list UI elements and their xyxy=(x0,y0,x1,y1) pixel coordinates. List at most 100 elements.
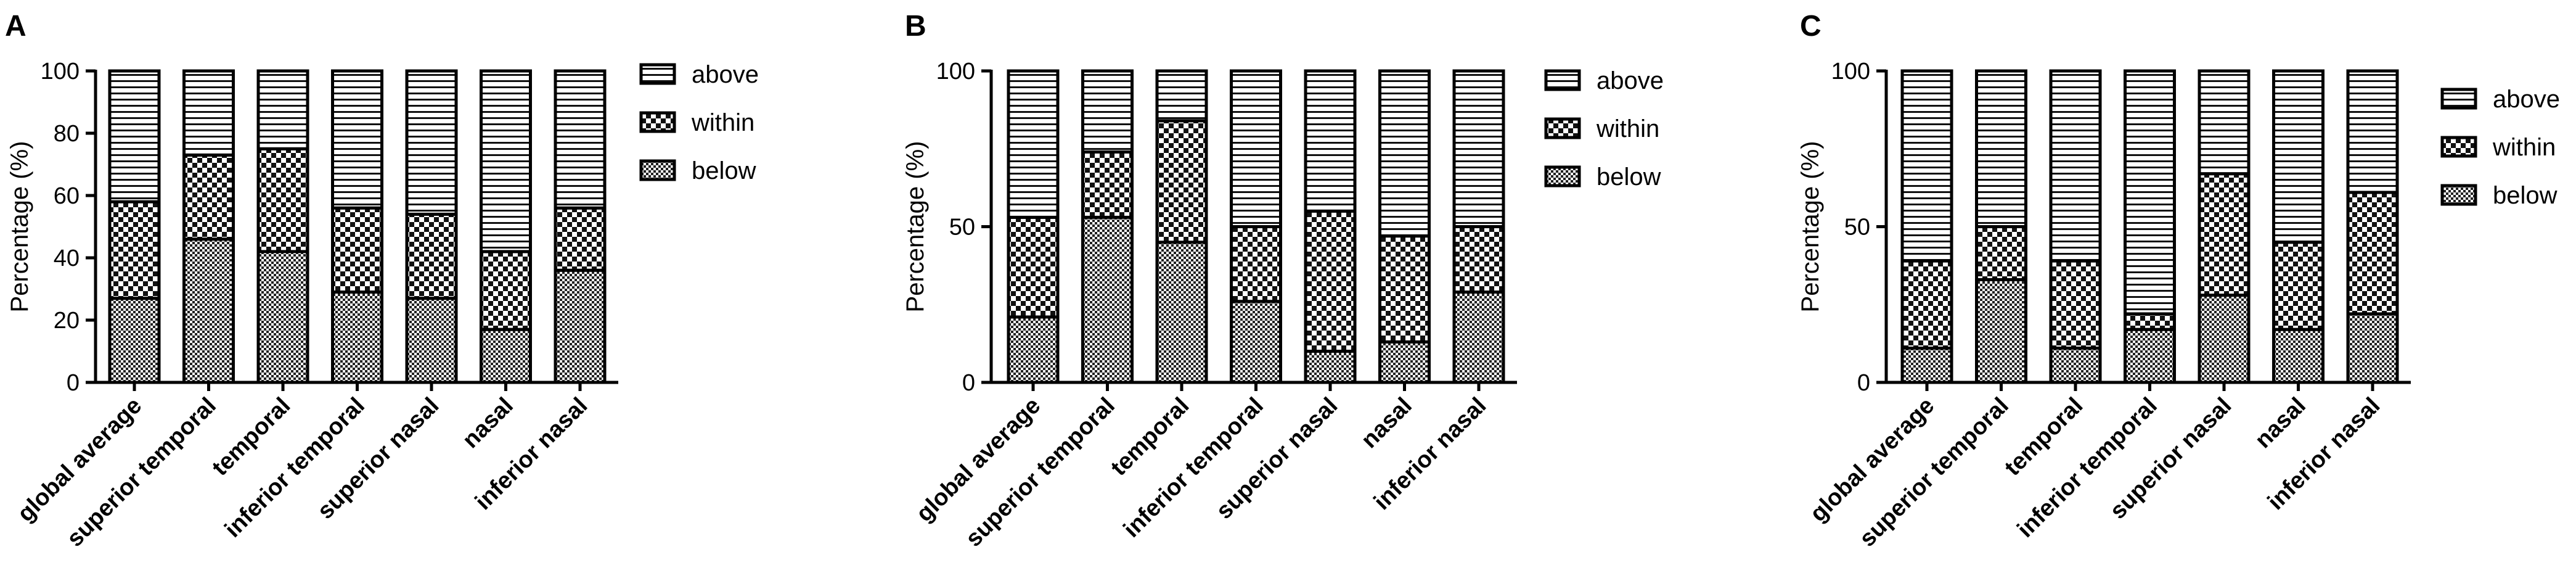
bar-segment-within xyxy=(2346,191,2399,316)
bar-segment-above xyxy=(1378,69,1431,238)
bar-segment-within xyxy=(1155,119,1208,244)
y-axis-title: Percentage (%) xyxy=(6,141,33,313)
bar-segment-above xyxy=(1304,69,1357,213)
legend-swatch-below xyxy=(1544,165,1581,187)
y-tick-label: 0 xyxy=(962,370,975,396)
y-tick-label: 0 xyxy=(67,370,80,396)
bar-segment-within xyxy=(108,200,161,300)
bar-segment-within xyxy=(1007,215,1060,319)
y-axis-title: Percentage (%) xyxy=(1797,141,1824,313)
x-tick-label: superior temporal xyxy=(1855,393,2014,552)
legend-label-above: above xyxy=(1597,67,1664,94)
bar-segment-above xyxy=(1155,69,1208,123)
bar-segment-within xyxy=(1304,209,1357,353)
legend-label-within: within xyxy=(1596,115,1659,142)
bar-segment-below xyxy=(2346,312,2399,384)
y-tick-label: 50 xyxy=(949,215,975,241)
bar-segment-within xyxy=(331,206,383,294)
bar-segment-within xyxy=(2049,259,2102,350)
bar-segment-below xyxy=(331,290,383,384)
x-tick-label: inferior temporal xyxy=(2013,393,2162,543)
legend-swatch-within xyxy=(639,111,676,133)
legend-swatch-within xyxy=(2440,136,2477,158)
bar-segment-above xyxy=(554,69,607,210)
bar-segment-within xyxy=(1230,225,1282,303)
bar-segment-above xyxy=(1007,69,1060,219)
panel-a: A 0 20 40 60 80 100 Percentage (%) global averag… xyxy=(5,10,759,552)
panel-c: C 0 50 100 Percentage (%) global averagesuper… xyxy=(1797,10,2560,552)
bar-segment-within xyxy=(2272,241,2325,331)
bar-segment-below xyxy=(182,237,235,384)
bar-segment-above xyxy=(1452,69,1505,228)
bar-segment-below xyxy=(2198,294,2251,384)
x-tick-label: inferior temporal xyxy=(1119,393,1269,543)
bar-segment-below xyxy=(1900,346,1953,384)
panel-label: A xyxy=(5,10,27,43)
bar-segment-within xyxy=(554,206,607,272)
legend-label-above: above xyxy=(692,61,759,88)
bar-segment-within xyxy=(1378,234,1431,344)
y-tick-label: 100 xyxy=(936,59,975,84)
x-tick-label: inferior temporal xyxy=(220,393,370,543)
x-tick-label: nasal xyxy=(457,393,518,453)
x-tick-label: superior temporal xyxy=(961,393,1120,552)
bar-segment-above xyxy=(1975,69,2027,228)
legend-label-within: within xyxy=(691,109,754,136)
bar-segment-within xyxy=(1081,150,1134,219)
legend-swatch-below xyxy=(639,159,676,181)
x-tick-label: nasal xyxy=(1356,393,1417,453)
x-tick-label: superior temporal xyxy=(62,393,221,552)
legend-swatch-within xyxy=(1544,117,1581,139)
x-tick-label: global average xyxy=(911,393,1045,527)
y-tick-label: 40 xyxy=(54,245,80,271)
bar-segment-above xyxy=(1900,69,1953,263)
bar-segment-below xyxy=(1378,340,1431,384)
legend-swatch-above xyxy=(2440,88,2477,110)
bar-segment-within xyxy=(256,147,309,253)
bar-segment-below xyxy=(480,328,532,384)
bar-segment-within xyxy=(1452,225,1505,294)
x-tick-label: nasal xyxy=(2250,393,2310,453)
bar-segment-above xyxy=(2124,69,2176,316)
bar-segment-above xyxy=(2049,69,2102,263)
bar-segment-above xyxy=(1230,69,1282,228)
bar-segment-within xyxy=(480,250,532,331)
x-tick-label: global average xyxy=(1805,393,1939,527)
bar-segment-below xyxy=(2124,328,2176,384)
bar-segment-within xyxy=(2124,312,2176,331)
y-tick-label: 20 xyxy=(54,308,80,334)
panel-b: B 0 50 100 Percentage (%) global averagesuper… xyxy=(902,10,1664,552)
bar-segment-below xyxy=(1155,241,1208,384)
bar-segment-below xyxy=(1081,215,1134,384)
bar-segment-below xyxy=(1304,350,1357,384)
legend-label-below: below xyxy=(1597,163,1661,191)
legend-label-within: within xyxy=(2492,134,2556,161)
y-tick-label: 0 xyxy=(1857,370,1870,396)
legend-swatch-below xyxy=(2440,184,2477,206)
y-tick-label: 60 xyxy=(54,183,80,209)
bar-segment-above xyxy=(108,69,161,204)
bar-segment-above xyxy=(480,69,532,253)
legend-label-below: below xyxy=(692,157,756,184)
y-axis-title: Percentage (%) xyxy=(902,141,929,313)
bar-segment-below xyxy=(2272,328,2325,384)
bar-segment-below xyxy=(108,297,161,384)
bar-segment-within xyxy=(405,212,458,300)
bar-segment-below xyxy=(1452,290,1505,384)
bar-segment-above xyxy=(2272,69,2325,244)
y-tick-label: 80 xyxy=(54,121,80,147)
legend-swatch-above xyxy=(639,63,676,85)
bar-segment-below xyxy=(1975,278,2027,384)
legend-swatch-above xyxy=(1544,69,1581,91)
legend-label-below: below xyxy=(2493,182,2558,209)
bar-segment-within xyxy=(182,153,235,241)
bar-segment-below xyxy=(1007,315,1060,384)
y-tick-label: 50 xyxy=(1844,215,1870,241)
bar-segment-above xyxy=(1081,69,1134,154)
x-tick-label: global average xyxy=(12,393,147,527)
bar-segment-above xyxy=(2198,69,2251,176)
bar-segment-above xyxy=(405,69,458,216)
bar-segment-above xyxy=(2346,69,2399,194)
panel-label: B xyxy=(905,10,926,43)
